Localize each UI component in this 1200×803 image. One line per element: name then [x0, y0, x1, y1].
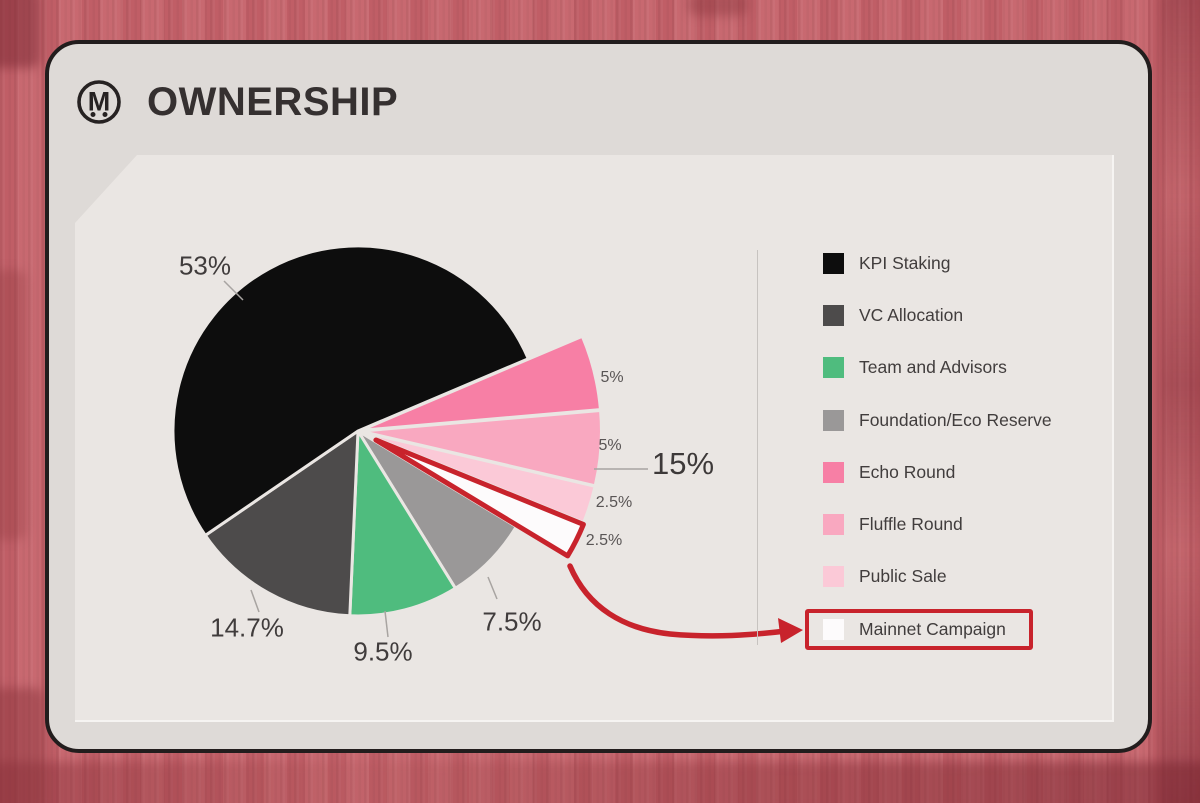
- group-value-label: 15%: [651, 446, 715, 481]
- legend-swatch: [823, 514, 844, 536]
- legend-item-kpi-staking: KPI Staking: [823, 237, 1052, 289]
- legend-label: Mainnet Campaign: [859, 618, 1006, 639]
- legend-item-public-sale: Public Sale: [823, 551, 1052, 603]
- mainnet-highlight-box: [805, 609, 1033, 650]
- legend-swatch: [823, 357, 844, 379]
- legend-swatch: [823, 252, 844, 274]
- slice-value-label: 5%: [598, 437, 622, 454]
- slice-value-label: 5%: [600, 369, 624, 386]
- legend-swatch: [823, 618, 844, 640]
- legend-label: Foundation/Eco Reserve: [859, 409, 1052, 430]
- brand-m-logo-icon: M: [77, 80, 121, 124]
- page-title: OWNERSHIP: [147, 79, 399, 124]
- background-shade: [688, 0, 748, 16]
- legend-label: VC Allocation: [859, 304, 964, 325]
- legend-swatch: [823, 566, 844, 588]
- legend-item-echo-round: Echo Round: [823, 446, 1052, 498]
- legend-label: Public Sale: [859, 566, 947, 587]
- legend-item-foundation-eco-reserve: Foundation/Eco Reserve: [823, 394, 1052, 446]
- slice-value-label: 2.5%: [595, 494, 633, 511]
- slice-value-label: 14.7%: [210, 612, 284, 643]
- background-shade: [1160, 0, 1200, 803]
- background-shade: [0, 762, 1200, 803]
- background-shade: [0, 0, 40, 68]
- legend-item-team-and-advisors: Team and Advisors: [823, 342, 1052, 394]
- legend-label: Team and Advisors: [859, 357, 1007, 378]
- slice-value-label: 2.5%: [585, 532, 623, 549]
- card-header: M OWNERSHIP: [75, 78, 398, 126]
- legend-swatch: [823, 304, 844, 326]
- svg-text:M: M: [88, 87, 111, 117]
- legend-label: KPI Staking: [859, 252, 951, 273]
- background-shade: [0, 270, 26, 540]
- legend-label: Echo Round: [859, 461, 956, 482]
- slice-value-label: 7.5%: [482, 606, 542, 637]
- legend-item-mainnet-campaign: Mainnet Campaign: [823, 603, 1052, 655]
- legend-item-fluffle-round: Fluffle Round: [823, 498, 1052, 550]
- slice-value-label: 53%: [178, 250, 232, 281]
- legend-swatch: [823, 409, 844, 431]
- slice-value-label: 9.5%: [353, 636, 413, 667]
- legend-label: Fluffle Round: [859, 514, 963, 535]
- legend-item-vc-allocation: VC Allocation: [823, 289, 1052, 341]
- legend: KPI Staking VC Allocation Team and Advisor…: [823, 237, 1052, 655]
- background-shade: [0, 688, 44, 803]
- legend-swatch: [823, 461, 844, 483]
- legend-divider: [757, 250, 758, 645]
